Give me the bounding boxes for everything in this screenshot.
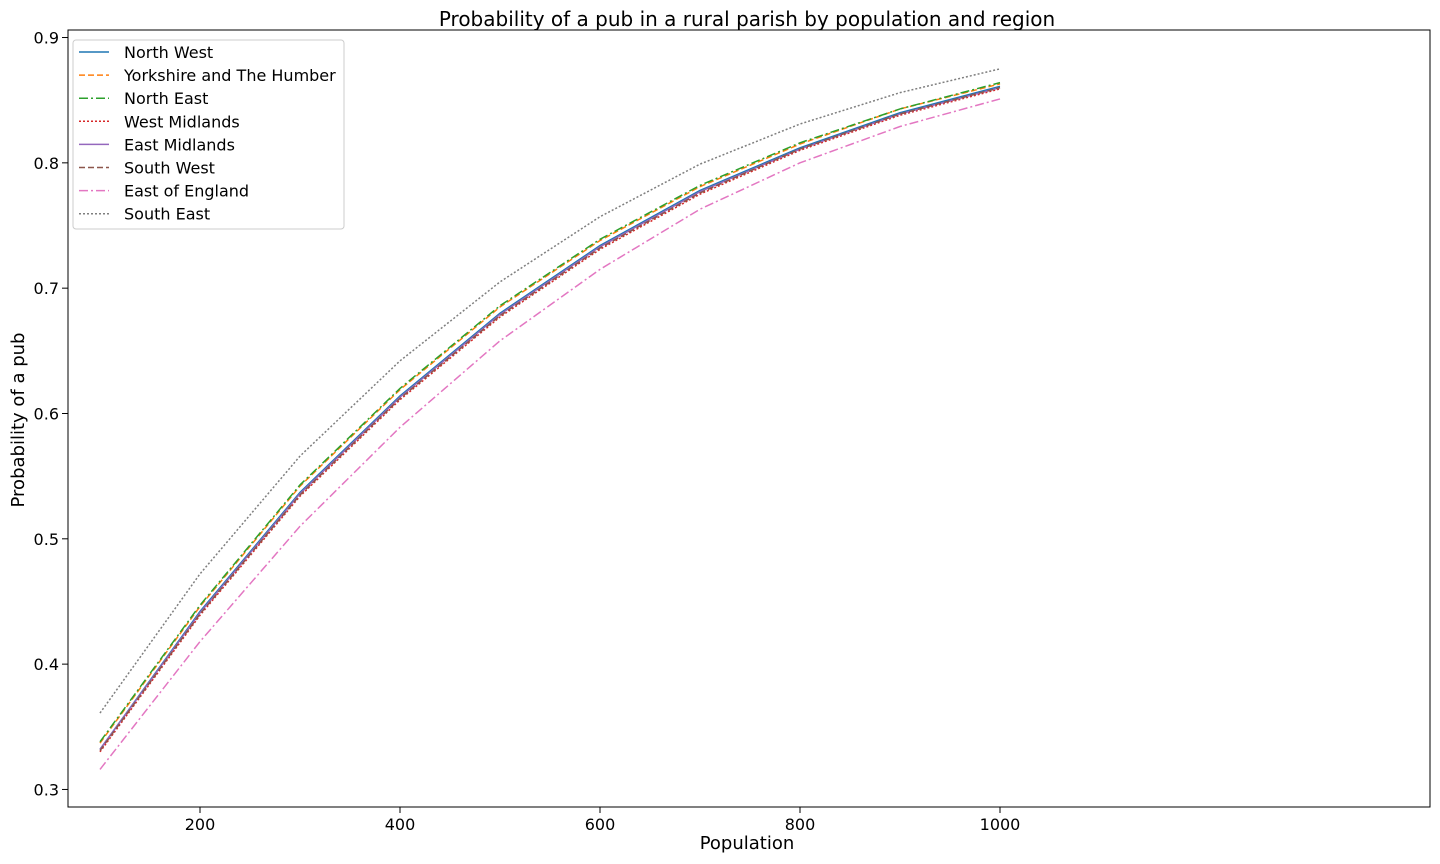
y-tick-label: 0.5 — [34, 530, 59, 549]
legend-label-yorkshire-and-the-humber: Yorkshire and The Humber — [123, 66, 336, 85]
y-tick-label: 0.8 — [34, 154, 59, 173]
legend-label-north-east: North East — [124, 89, 208, 108]
x-axis-label: Population — [700, 833, 795, 854]
plot-frame — [67, 29, 1431, 808]
y-tick-label: 0.4 — [34, 655, 59, 674]
plot-lines — [99, 68, 1001, 770]
legend-label-west-midlands: West Midlands — [124, 112, 240, 131]
series-line-south-east — [99, 68, 1001, 714]
y-axis: 0.3 0.4 0.5 0.6 0.7 0.8 0.9 — [34, 29, 68, 799]
legend-label-north-west: North West — [124, 43, 213, 62]
series-line-yorkshire-and-the-humber — [99, 83, 1001, 744]
x-tick-label: 600 — [585, 815, 616, 834]
y-tick-label: 0.7 — [34, 279, 59, 298]
y-axis-label: Probability of a pub — [8, 333, 29, 508]
x-tick-label: 400 — [385, 815, 416, 834]
legend-label-south-west: South West — [124, 159, 215, 178]
legend-label-east-of-england: East of England — [124, 182, 249, 201]
chart-title: Probability of a pub in a rural parish b… — [439, 7, 1055, 31]
series-line-south-west — [99, 86, 1001, 752]
y-tick-label: 0.9 — [34, 29, 59, 48]
x-tick-label: 800 — [785, 815, 816, 834]
series-line-west-midlands — [99, 88, 1001, 753]
series-line-east-of-england — [99, 98, 1001, 770]
legend-label-east-midlands: East Midlands — [124, 135, 235, 154]
legend-label-south-east: South East — [124, 205, 210, 224]
y-tick-label: 0.6 — [34, 404, 59, 423]
series-line-north-west — [99, 85, 1001, 750]
x-tick-label: 1000 — [980, 815, 1021, 834]
y-tick-label: 0.3 — [34, 780, 59, 799]
legend: North West Yorkshire and The Humber North … — [72, 39, 345, 230]
x-axis: 200 400 600 800 1000 — [185, 807, 1021, 834]
legend-box — [72, 39, 345, 230]
series-line-north-east — [99, 81, 1001, 743]
x-tick-label: 200 — [185, 815, 216, 834]
